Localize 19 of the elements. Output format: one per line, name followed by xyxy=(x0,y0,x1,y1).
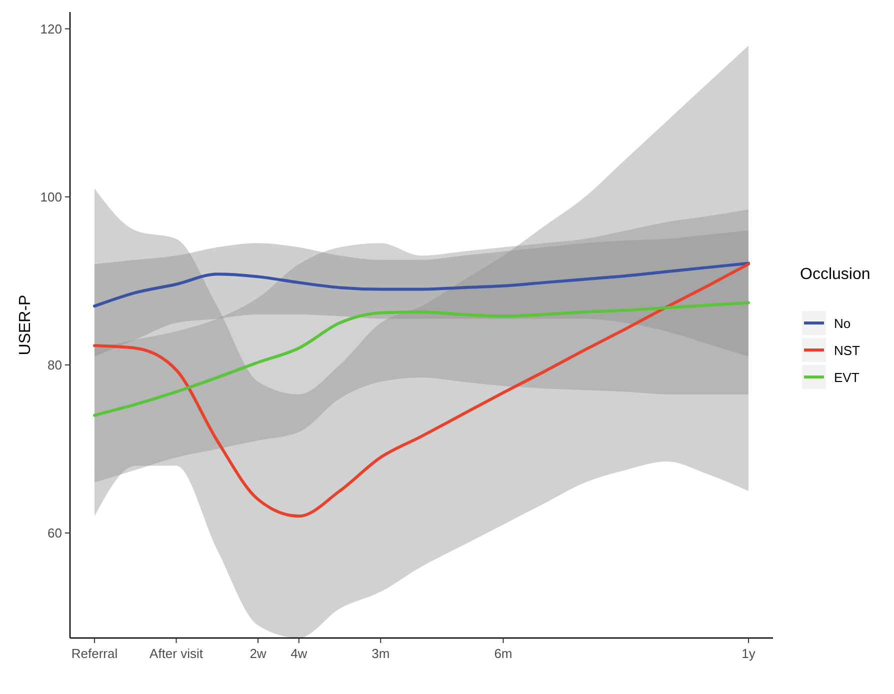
x-tick-label: 2w xyxy=(250,646,267,661)
y-tick-label: 100 xyxy=(40,189,62,204)
x-tick-label: 6m xyxy=(494,646,512,661)
x-tick-label: 3m xyxy=(372,646,390,661)
legend-label: NST xyxy=(834,343,860,358)
line-series xyxy=(93,262,750,518)
x-tick-label: After visit xyxy=(150,646,204,661)
legend-label: EVT xyxy=(834,370,860,385)
y-tick-label: 60 xyxy=(48,525,62,540)
legend-label: No xyxy=(834,316,851,331)
line-series xyxy=(93,301,750,417)
legend-title: Occlusion xyxy=(800,266,870,283)
x-tick-label: 1y xyxy=(742,646,756,661)
line-series xyxy=(93,262,750,308)
x-tick-label: 4w xyxy=(290,646,308,661)
x-tick-label: Referral xyxy=(71,646,118,661)
y-tick-label: 120 xyxy=(40,21,62,36)
y-axis-title: USER-P xyxy=(17,294,34,356)
y-tick-label: 80 xyxy=(48,357,62,372)
